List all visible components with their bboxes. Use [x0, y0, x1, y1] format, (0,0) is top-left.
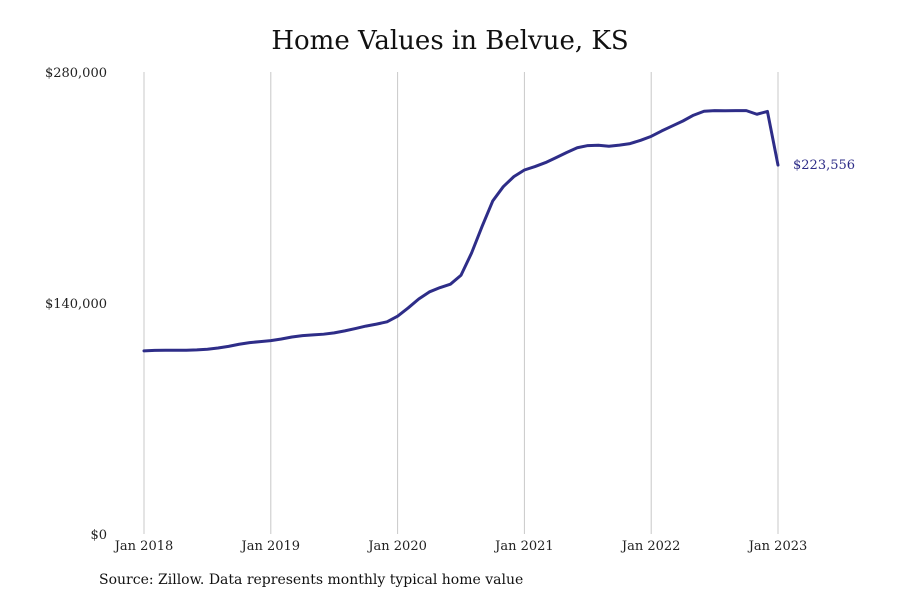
source-note: Source: Zillow. Data represents monthly … — [99, 572, 524, 588]
x-tick-label: Jan 2018 — [113, 539, 174, 554]
series-line — [142, 109, 780, 353]
end-value-label: $223,556 — [793, 158, 855, 173]
x-tick-label: Jan 2023 — [747, 539, 808, 554]
gridlines — [143, 72, 779, 534]
chart-title: Home Values in Belvue, KS — [271, 26, 629, 56]
x-axis-ticks: Jan 2018 Jan 2019 Jan 2020 Jan 2021 Jan 2022… — [113, 539, 808, 554]
y-tick-label: $140,000 — [45, 297, 107, 312]
x-tick-label: Jan 2019 — [240, 539, 301, 554]
y-tick-label: $0 — [90, 528, 107, 543]
x-tick-label: Jan 2020 — [366, 539, 427, 554]
x-tick-label: Jan 2021 — [493, 539, 554, 554]
y-tick-label: $280,000 — [45, 66, 107, 81]
y-axis-ticks: $0 $140,000 $280,000 — [45, 66, 107, 543]
x-tick-label: Jan 2022 — [620, 539, 681, 554]
